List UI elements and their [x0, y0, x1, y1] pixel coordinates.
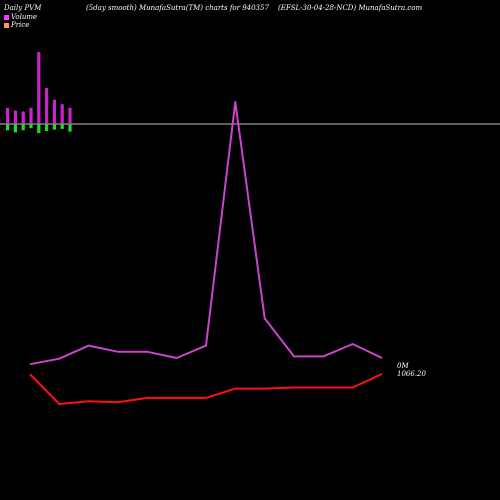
volume-bar-up-3 — [29, 107, 33, 124]
volume-bar-down-1 — [13, 124, 17, 133]
legend-item-volume: Volume — [4, 13, 37, 21]
legend-label-price: Price — [11, 21, 30, 29]
volume-bar-up-4 — [37, 52, 41, 124]
volume-bar-up-6 — [52, 99, 56, 124]
volume-bar-down-8 — [68, 124, 72, 132]
volume-bar-down-6 — [52, 124, 56, 130]
volume-bar-down-0 — [6, 124, 10, 131]
volume-bar-up-8 — [68, 107, 72, 124]
legend-swatch-price — [4, 22, 9, 28]
price-end-label: 1066.20 — [397, 370, 426, 378]
volume-bar-down-5 — [45, 124, 49, 131]
legend-swatch-volume — [4, 14, 9, 20]
volume-bar-up-1 — [13, 110, 17, 124]
chart-header-center: (5day smooth) MunafaSutra(TM) charts for… — [86, 4, 269, 12]
volume-bar-up-0 — [6, 107, 10, 124]
volume-bar-up-5 — [45, 88, 49, 124]
volume-end-label: 0M — [397, 362, 409, 370]
volume-bar-down-3 — [29, 124, 33, 129]
legend-label-volume: Volume — [11, 13, 38, 21]
volume-bar-up-7 — [60, 104, 64, 124]
volume-bar-down-4 — [37, 124, 41, 134]
volume-line — [29, 101, 383, 366]
volume-bar-down-2 — [21, 124, 25, 131]
price-line — [29, 373, 383, 405]
volume-bar-down-7 — [60, 124, 64, 129]
volume-bar-up-2 — [21, 111, 25, 124]
chart-header-right: (EFSL-30-04-28-NCD) MunafaSutra.com — [278, 4, 423, 12]
legend-item-price: Price — [4, 21, 29, 29]
chart-header-left: Daily PVM — [4, 4, 42, 12]
